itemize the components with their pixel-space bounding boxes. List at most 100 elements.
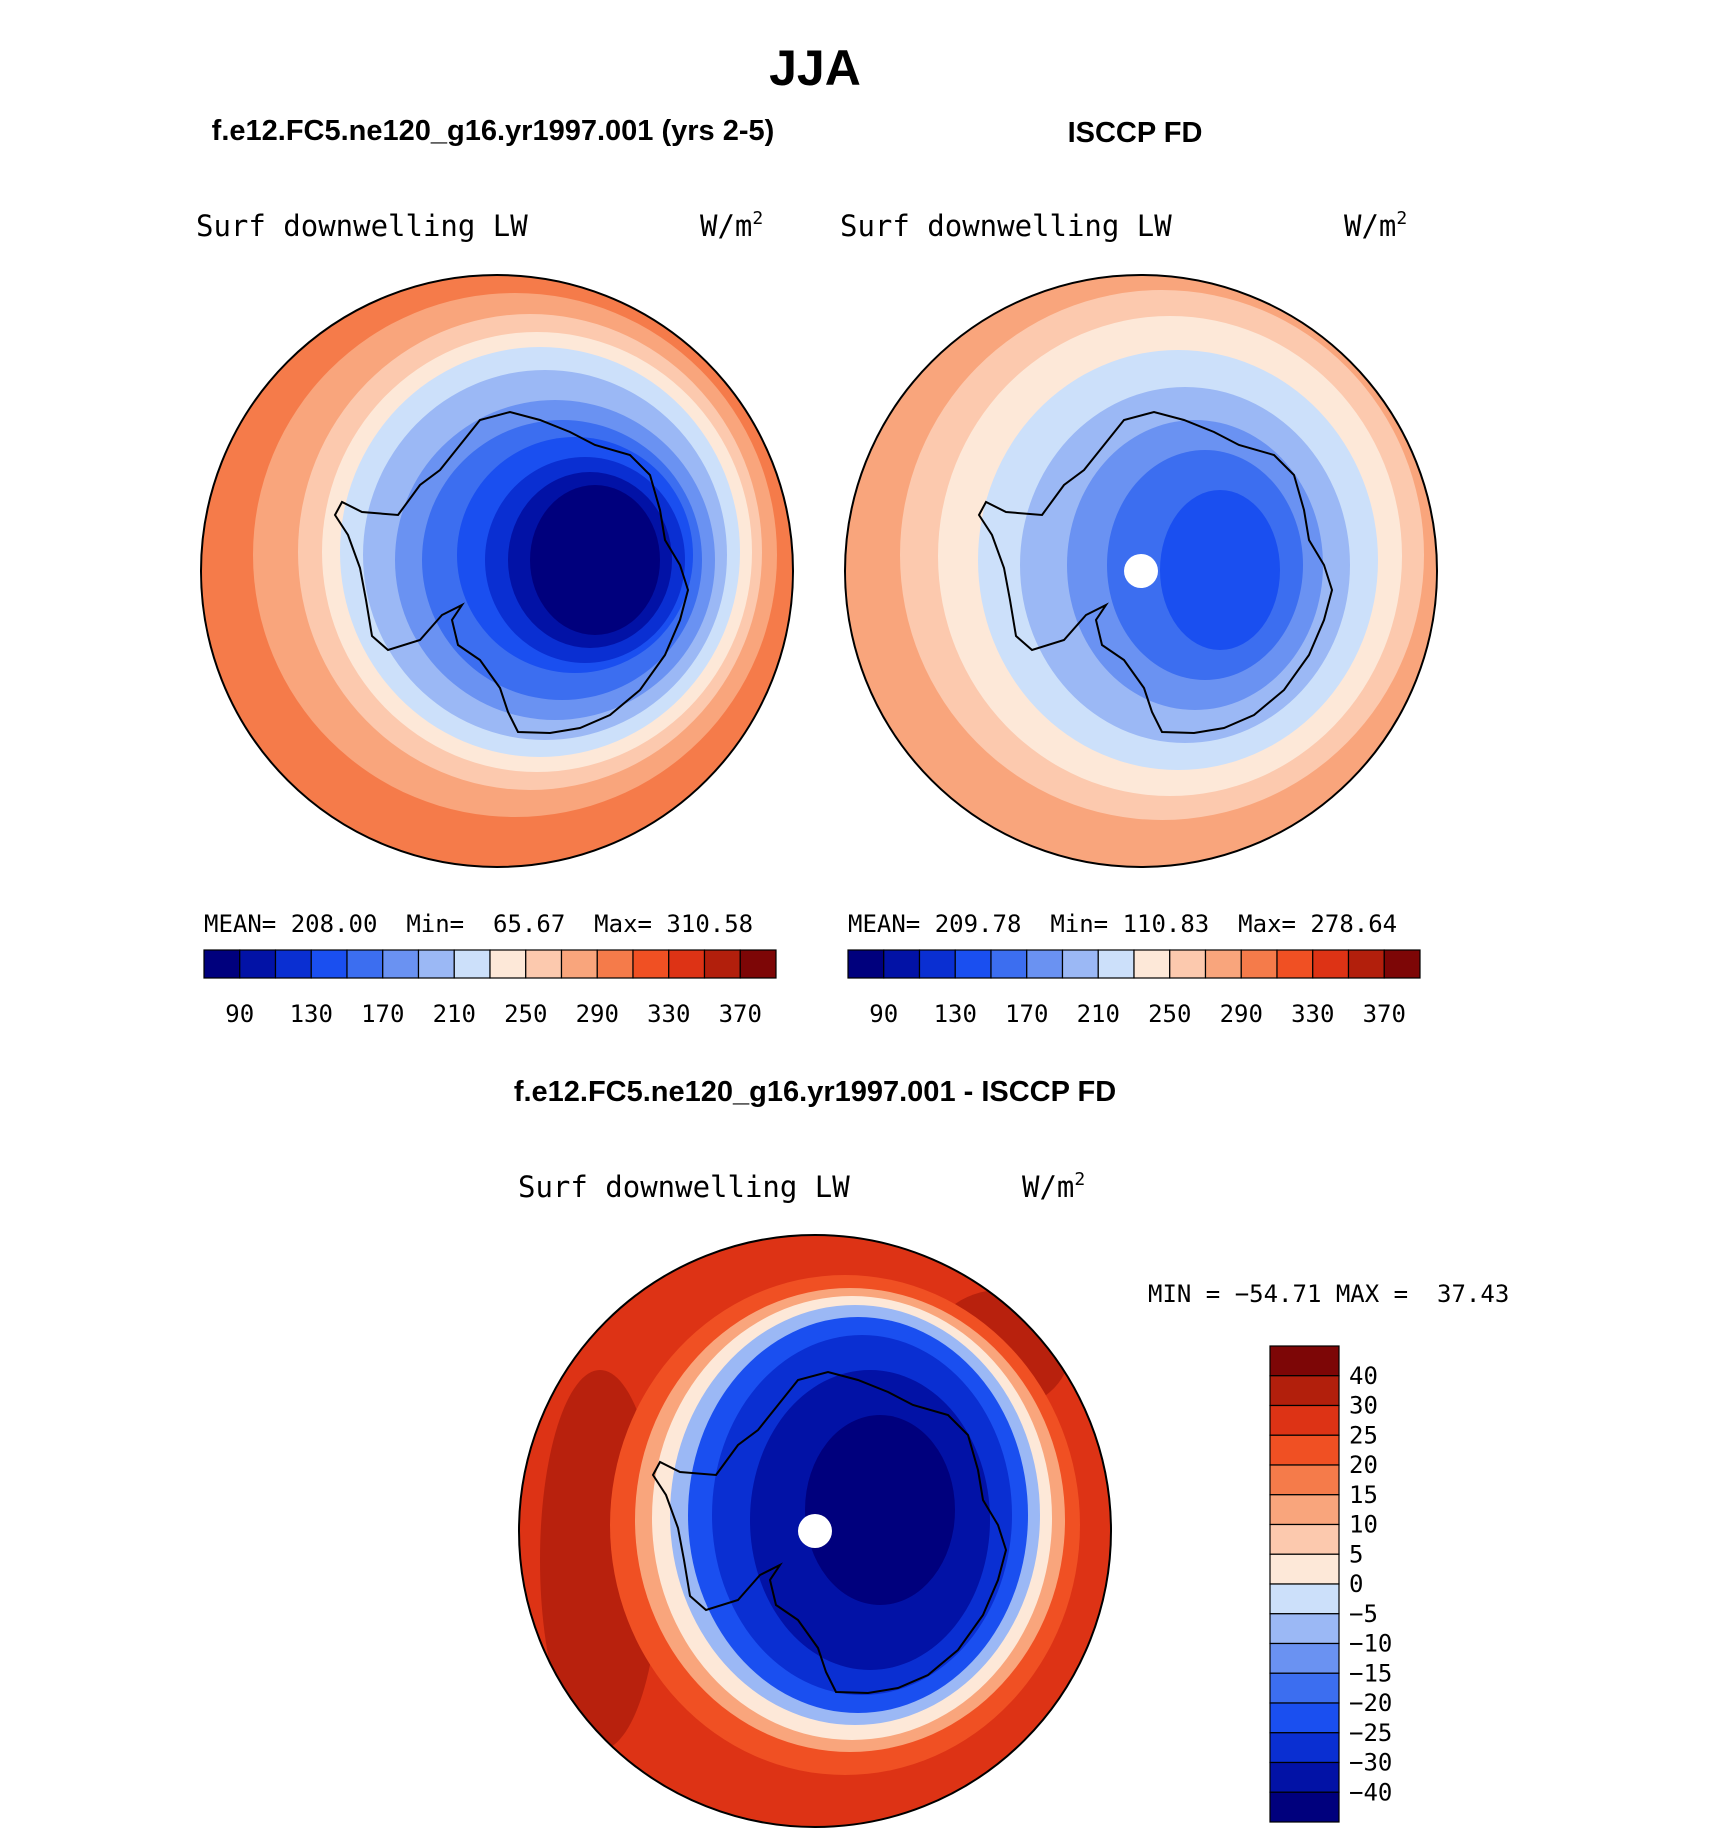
model-units-label: W/m2 (700, 208, 763, 243)
diff-colorbar-tick-label: −40 (1349, 1778, 1392, 1806)
diff-colorbar-tick-label: −5 (1349, 1600, 1378, 1628)
diff-coastline (651, 1370, 1008, 1695)
obs-colorbar-box (918, 949, 956, 979)
model-colorbar-box (453, 949, 491, 979)
diff-colorbar-box (1269, 1404, 1340, 1436)
model-map-band-12 (530, 485, 660, 635)
model-colorbar: 90 130 170 210 250 290 330 370 (203, 949, 777, 1028)
model-colorbar-tick-label: 210 (433, 1000, 476, 1028)
model-colorbar-box (346, 949, 384, 979)
obs-units-label: W/m2 (1344, 208, 1407, 243)
diff-units-base: W/m (1022, 1170, 1074, 1204)
diff-units-label: W/m2 (1022, 1169, 1085, 1204)
diff-units-sup: 2 (1074, 1169, 1085, 1190)
obs-colorbar-box (1383, 949, 1421, 979)
diff-colorbar-tick-label: −10 (1349, 1630, 1392, 1658)
obs-colorbar-tick-label: 130 (934, 1000, 977, 1028)
diff-stats: MIN = −54.71 MAX = 37.43 (1148, 1280, 1509, 1308)
model-colorbar-tick-label: 170 (361, 1000, 404, 1028)
diff-colorbar-tick-label: −20 (1349, 1689, 1392, 1717)
model-colorbar-box (560, 949, 598, 979)
obs-colorbar-tick-label: 90 (869, 1000, 898, 1028)
obs-colorbar-box (1347, 949, 1385, 979)
model-colorbar-tick-label: 90 (225, 1000, 254, 1028)
obs-colorbar: 90 130 170 210 250 290 330 370 (847, 949, 1421, 1028)
model-units-base: W/m (700, 209, 752, 243)
diff-colorbar-box (1269, 1642, 1340, 1674)
diff-colorbar-tick-label: −30 (1349, 1749, 1392, 1777)
diff-colorbar-box (1269, 1672, 1340, 1704)
diff-colorbar-box (1269, 1583, 1340, 1615)
model-colorbar-box (310, 949, 348, 979)
obs-variable-label: Surf downwelling LW (840, 209, 1172, 243)
obs-colorbar-box (1026, 949, 1064, 979)
diff-colorbar-box (1269, 1494, 1340, 1526)
obs-map-border (844, 274, 1438, 868)
diff-colorbar-box (1269, 1791, 1340, 1823)
diff-colorbar-tick-label: 0 (1349, 1570, 1363, 1598)
diff-colorbar-box (1269, 1345, 1340, 1377)
model-colorbar-box (668, 949, 706, 979)
diff-panel: Surf downwelling LW W/m2 MIN = −54.71 MA… (518, 1169, 1509, 1828)
model-colorbar-box (239, 949, 277, 979)
obs-colorbar-box (1133, 949, 1171, 979)
obs-colorbar-box (883, 949, 921, 979)
obs-colorbar-box (990, 949, 1028, 979)
season-title: JJA (769, 40, 861, 96)
diff-colorbar-tick-label: 5 (1349, 1540, 1363, 1568)
diff-map (519, 1235, 1111, 1827)
obs-stats: MEAN= 209.78 Min= 110.83 Max= 278.64 (848, 910, 1397, 938)
obs-map-band-8 (1160, 490, 1280, 650)
diff-colorbar-tick-label: −15 (1349, 1659, 1392, 1687)
obs-units-base: W/m (1344, 209, 1396, 243)
model-colorbar-box (525, 949, 563, 979)
model-colorbar-tick-label: 290 (576, 1000, 619, 1028)
model-colorbar-box (703, 949, 741, 979)
model-colorbar-box (596, 949, 634, 979)
model-map-border (200, 274, 794, 868)
obs-colorbar-box (1276, 949, 1314, 979)
diff-colorbar-tick-label: 40 (1349, 1362, 1378, 1390)
obs-colorbar-tick-label: 330 (1291, 1000, 1334, 1028)
diff-colorbar-tick-label: −25 (1349, 1719, 1392, 1747)
obs-units-sup: 2 (1396, 208, 1407, 229)
model-colorbar-box (274, 949, 312, 979)
diff-colorbar-tick-label: 15 (1349, 1481, 1378, 1509)
obs-colorbar-box (1240, 949, 1278, 979)
model-units-sup: 2 (752, 208, 763, 229)
diff-colorbar-box (1269, 1613, 1340, 1645)
obs-colorbar-tick-label: 290 (1220, 1000, 1263, 1028)
model-coastline (333, 410, 690, 735)
model-colorbar-tick-label: 370 (719, 1000, 762, 1028)
obs-colorbar-tick-label: 370 (1363, 1000, 1406, 1028)
diff-colorbar-tick-label: 30 (1349, 1392, 1378, 1420)
diff-map-band-11 (805, 1415, 955, 1605)
model-colorbar-tick-label: 130 (290, 1000, 333, 1028)
model-colorbar-box (417, 949, 455, 979)
obs-colorbar-tick-label: 210 (1077, 1000, 1120, 1028)
obs-colorbar-box (847, 949, 885, 979)
model-colorbar-tick-label: 250 (504, 1000, 547, 1028)
model-stats: MEAN= 208.00 Min= 65.67 Max= 310.58 (204, 910, 753, 938)
obs-colorbar-box (1097, 949, 1135, 979)
obs-map (845, 275, 1437, 867)
diff-variable-label: Surf downwelling LW (518, 1170, 850, 1204)
diff-pole-missing (798, 1514, 832, 1548)
diff-panel-title: f.e12.FC5.ne120_g16.yr1997.001 - ISCCP F… (514, 1076, 1116, 1108)
diff-colorbar-box (1269, 1375, 1340, 1407)
model-colorbar-box (382, 949, 420, 979)
diff-colorbar-box (1269, 1523, 1340, 1555)
obs-pole-missing (1124, 554, 1158, 588)
obs-colorbar-tick-label: 250 (1148, 1000, 1191, 1028)
obs-colorbar-box (954, 949, 992, 979)
model-colorbar-box (632, 949, 670, 979)
diff-colorbar-box (1269, 1732, 1340, 1764)
diff-colorbar-box (1269, 1553, 1340, 1585)
diff-colorbar-box (1269, 1761, 1340, 1793)
model-colorbar-box (203, 949, 241, 979)
obs-colorbar-box (1204, 949, 1242, 979)
diff-colorbar-box (1269, 1464, 1340, 1496)
obs-colorbar-box (1061, 949, 1099, 979)
